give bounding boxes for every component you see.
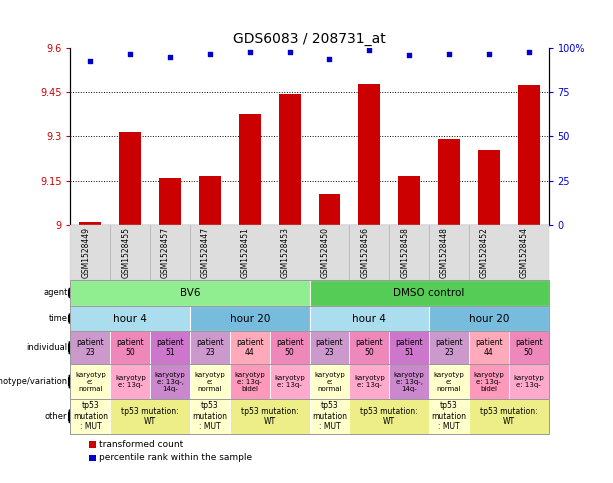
Point <box>405 52 414 59</box>
Point <box>284 48 294 56</box>
Bar <box>199 176 221 225</box>
Bar <box>398 176 420 225</box>
Text: karyotyp
e:
normal: karyotyp e: normal <box>194 371 226 392</box>
Text: GSM1528453: GSM1528453 <box>281 227 290 278</box>
Bar <box>438 140 460 225</box>
Text: percentile rank within the sample: percentile rank within the sample <box>99 454 253 462</box>
Text: DMSO control: DMSO control <box>394 288 465 298</box>
Point <box>364 46 374 54</box>
Text: tp53
mutation
: MUT: tp53 mutation : MUT <box>312 401 347 431</box>
Text: hour 4: hour 4 <box>113 313 147 324</box>
Point <box>86 57 96 65</box>
Point <box>166 53 175 61</box>
Bar <box>239 114 261 225</box>
Text: GSM1528457: GSM1528457 <box>161 227 170 278</box>
Bar <box>518 85 539 225</box>
Text: hour 20: hour 20 <box>469 313 509 324</box>
Text: karyotyp
e: 13q-,
14q-: karyotyp e: 13q-, 14q- <box>394 371 425 392</box>
Text: karyotyp
e: 13q-: karyotyp e: 13q- <box>115 375 146 388</box>
Text: patient
50: patient 50 <box>356 338 383 357</box>
Text: GSM1528458: GSM1528458 <box>400 227 409 278</box>
Text: tp53
mutation
: MUT: tp53 mutation : MUT <box>432 401 466 431</box>
Point <box>484 50 494 57</box>
Text: time: time <box>48 314 67 323</box>
Text: patient
44: patient 44 <box>236 338 264 357</box>
Text: GSM1528455: GSM1528455 <box>121 227 130 278</box>
Text: tp53 mutation:
WT: tp53 mutation: WT <box>360 407 418 426</box>
Point <box>325 55 335 63</box>
Text: tp53
mutation
: MUT: tp53 mutation : MUT <box>192 401 227 431</box>
Text: GSM1528448: GSM1528448 <box>440 227 449 278</box>
Text: tp53 mutation:
WT: tp53 mutation: WT <box>241 407 299 426</box>
Text: patient
50: patient 50 <box>515 338 543 357</box>
Text: karyotyp
e: 13q-
bidel: karyotyp e: 13q- bidel <box>473 371 504 392</box>
Text: patient
50: patient 50 <box>276 338 303 357</box>
Text: tp53 mutation:
WT: tp53 mutation: WT <box>121 407 179 426</box>
Text: karyotyp
e: 13q-: karyotyp e: 13q- <box>513 375 544 388</box>
Text: tp53
mutation
: MUT: tp53 mutation : MUT <box>73 401 108 431</box>
Bar <box>159 178 181 225</box>
Text: patient
23: patient 23 <box>316 338 343 357</box>
Point <box>205 50 215 57</box>
Text: patient
23: patient 23 <box>77 338 104 357</box>
Text: patient
44: patient 44 <box>475 338 503 357</box>
Point <box>444 50 454 57</box>
Text: hour 20: hour 20 <box>230 313 270 324</box>
Text: karyotyp
e: 13q-: karyotyp e: 13q- <box>274 375 305 388</box>
Text: GSM1528456: GSM1528456 <box>360 227 369 278</box>
Text: hour 4: hour 4 <box>352 313 386 324</box>
Text: patient
23: patient 23 <box>435 338 463 357</box>
Bar <box>478 150 500 225</box>
Title: GDS6083 / 208731_at: GDS6083 / 208731_at <box>233 32 386 46</box>
Text: other: other <box>45 412 67 421</box>
Bar <box>359 84 380 225</box>
Text: patient
50: patient 50 <box>116 338 144 357</box>
Text: patient
51: patient 51 <box>395 338 423 357</box>
Text: GSM1528449: GSM1528449 <box>82 227 91 278</box>
Text: patient
51: patient 51 <box>156 338 184 357</box>
Text: GSM1528451: GSM1528451 <box>241 227 250 278</box>
Text: genotype/variation: genotype/variation <box>0 377 67 386</box>
Text: individual: individual <box>26 343 67 352</box>
Point <box>524 48 533 56</box>
Text: GSM1528452: GSM1528452 <box>480 227 489 278</box>
Text: GSM1528450: GSM1528450 <box>321 227 330 278</box>
Text: karyotyp
e: 13q-: karyotyp e: 13q- <box>354 375 385 388</box>
Bar <box>319 194 340 225</box>
Text: GSM1528454: GSM1528454 <box>520 227 528 278</box>
Bar <box>120 132 141 225</box>
Text: agent: agent <box>43 288 67 298</box>
Text: karyotyp
e:
normal: karyotyp e: normal <box>314 371 345 392</box>
Text: patient
23: patient 23 <box>196 338 224 357</box>
Text: karyotyp
e: 13q-
bidel: karyotyp e: 13q- bidel <box>234 371 265 392</box>
Bar <box>279 94 300 225</box>
Text: karyotyp
e:
normal: karyotyp e: normal <box>75 371 106 392</box>
Text: karyotyp
e:
normal: karyotyp e: normal <box>433 371 465 392</box>
Text: tp53 mutation:
WT: tp53 mutation: WT <box>480 407 538 426</box>
Point <box>245 48 255 56</box>
Point <box>125 50 135 57</box>
Text: karyotyp
e: 13q-,
14q-: karyotyp e: 13q-, 14q- <box>154 371 186 392</box>
Text: BV6: BV6 <box>180 288 200 298</box>
Text: GSM1528447: GSM1528447 <box>201 227 210 278</box>
Text: transformed count: transformed count <box>99 440 183 449</box>
Bar <box>80 222 101 225</box>
